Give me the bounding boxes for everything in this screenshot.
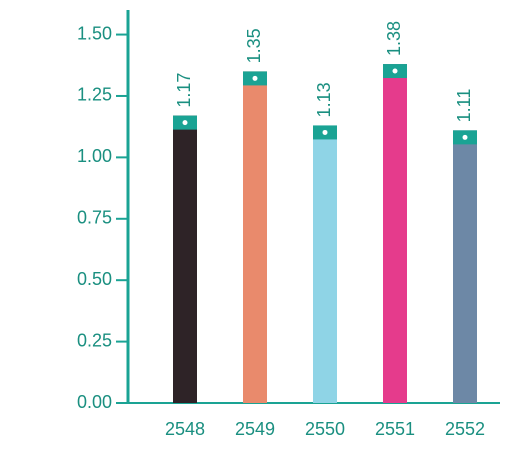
y-tick-label: 0.50	[77, 269, 112, 289]
bar	[173, 115, 197, 404]
bar-cap-dot	[322, 129, 328, 135]
bar	[453, 130, 477, 403]
y-tick-label: 0.00	[77, 392, 112, 412]
x-tick-label: 2549	[235, 419, 275, 439]
value-label: 1.13	[314, 82, 334, 117]
x-tick-label: 2551	[375, 419, 415, 439]
x-tick-label: 2550	[305, 419, 345, 439]
value-label: 1.38	[384, 21, 404, 56]
bar	[383, 64, 407, 403]
y-tick-label: 1.50	[77, 23, 112, 43]
x-tick-label: 2548	[165, 419, 205, 439]
y-tick-label: 1.25	[77, 85, 112, 105]
y-tick-label: 0.75	[77, 208, 112, 228]
bar-cap-dot	[182, 120, 188, 126]
value-label: 1.17	[174, 73, 194, 108]
y-tick-label: 1.00	[77, 146, 112, 166]
bar-cap-dot	[252, 75, 258, 81]
x-tick-label: 2552	[445, 419, 485, 439]
value-label: 1.11	[454, 89, 474, 123]
value-label: 1.35	[244, 28, 264, 63]
bar-cap-dot	[462, 134, 468, 140]
bar	[243, 71, 267, 403]
bar	[313, 125, 337, 403]
y-tick-label: 0.25	[77, 330, 112, 350]
bar-cap-dot	[392, 68, 398, 74]
